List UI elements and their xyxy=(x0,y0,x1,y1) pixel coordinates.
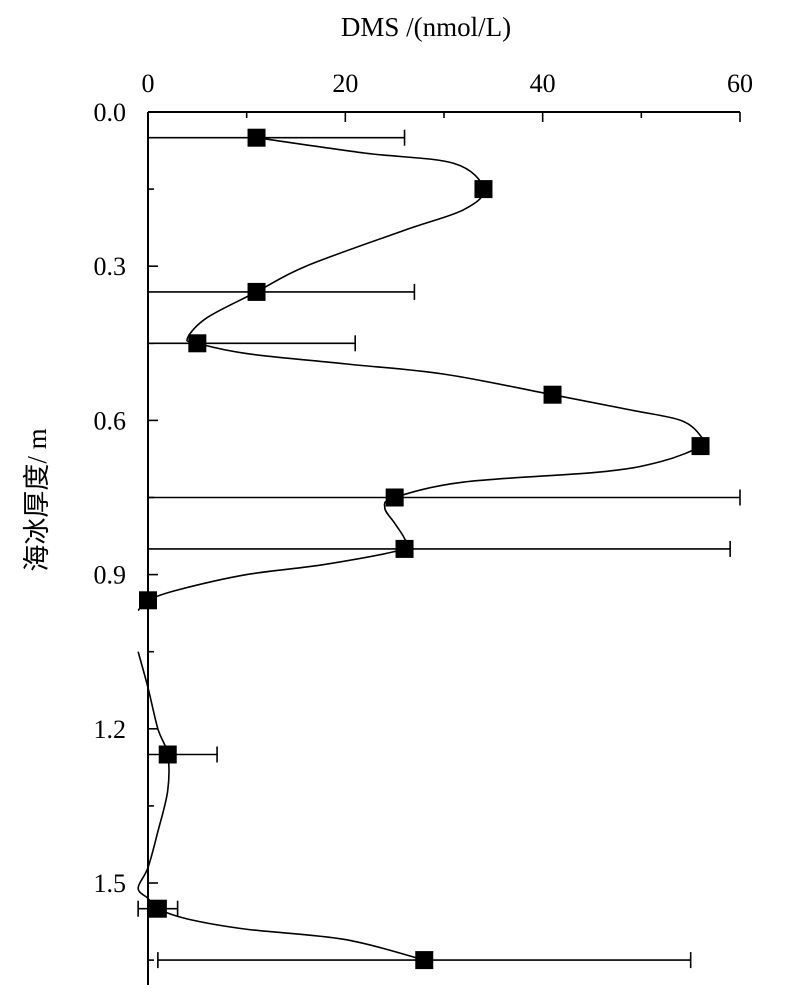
data-point xyxy=(148,899,167,918)
y-axis-ticks: 0.0 0.3 0.6 0.9 1.2 1.5 xyxy=(94,98,158,961)
data-point xyxy=(139,591,157,610)
series-curve-upper xyxy=(137,136,706,612)
data-point xyxy=(247,282,266,301)
y-tick-label: 1.5 xyxy=(94,869,127,898)
data-point xyxy=(395,539,414,558)
data-markers xyxy=(139,128,710,970)
x-tick-label: 40 xyxy=(530,69,556,98)
data-point xyxy=(691,437,710,456)
x-tick-label: 0 xyxy=(142,69,155,98)
y-tick-label: 0.6 xyxy=(94,406,127,435)
series-curve-lower xyxy=(137,651,425,961)
x-tick-label: 60 xyxy=(727,69,753,98)
y-tick-label: 0.9 xyxy=(94,561,127,590)
y-tick-label: 1.2 xyxy=(94,715,127,744)
error-bars xyxy=(137,129,741,969)
data-point xyxy=(247,128,266,147)
y-axis-title: 海冰厚度/ m xyxy=(22,428,52,571)
data-point xyxy=(415,951,434,970)
y-tick-label: 0.0 xyxy=(94,98,127,127)
data-point xyxy=(188,334,207,353)
x-axis-title: DMS /(nmol/L) xyxy=(341,12,511,42)
x-tick-label: 20 xyxy=(332,69,358,98)
data-point xyxy=(474,180,493,199)
data-point xyxy=(543,385,562,404)
y-tick-label: 0.3 xyxy=(94,252,127,281)
x-axis-ticks: 0 20 40 60 xyxy=(142,69,753,122)
data-point xyxy=(385,488,404,507)
data-point xyxy=(158,745,177,764)
